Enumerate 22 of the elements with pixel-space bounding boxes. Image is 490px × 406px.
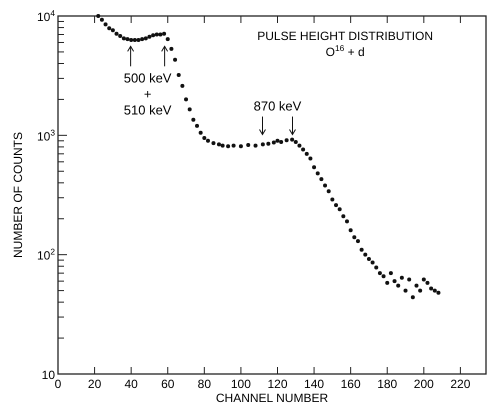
x-axis-title: CHANNEL NUMBER: [216, 391, 328, 405]
x-tick-label: 0: [54, 377, 62, 391]
y-tick-label: 10$^{3}$: [36, 127, 56, 144]
x-tick-label: 40: [124, 377, 138, 391]
y-tick-label: 10$^{4}$: [36, 8, 56, 24]
annotation: 500 keV + 510 keV: [124, 70, 172, 118]
x-tick-label: 80: [198, 377, 212, 391]
x-tick-label: 100: [230, 377, 252, 391]
x-tick-label: 140: [304, 377, 324, 391]
text: O$^{16}$ + d: [326, 43, 365, 59]
y-tick-label: 10: [42, 368, 56, 382]
text: PULSE HEIGHT DISTRIBUTION: [257, 29, 434, 43]
y-tick-label: 10$^{2}$: [36, 246, 56, 263]
x-tick-label: 180: [377, 377, 398, 391]
x-tick-label: 60: [161, 377, 175, 391]
x-tick-label: 220: [450, 377, 471, 391]
x-tick-label: 120: [267, 377, 288, 391]
annotation: 870 keV: [254, 98, 302, 114]
y-axis-title: NUMBER OF COUNTS: [11, 132, 25, 258]
x-tick-label: 200: [414, 377, 434, 391]
x-tick-label: 20: [88, 377, 102, 391]
x-tick-label: 160: [340, 377, 361, 391]
